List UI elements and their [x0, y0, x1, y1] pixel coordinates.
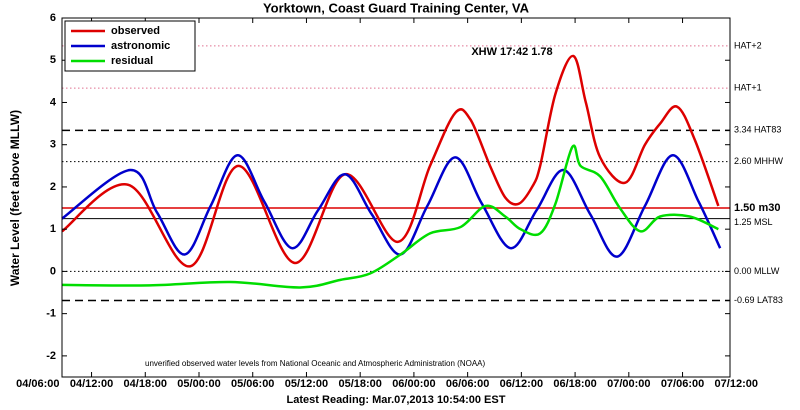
legend-label: residual: [111, 55, 153, 67]
reference-label: 2.60 MHHW: [734, 156, 784, 166]
y-tick-label: -1: [46, 308, 56, 320]
chart-title: Yorktown, Coast Guard Training Center, V…: [263, 0, 530, 15]
x-tick-label: 04/12:00: [70, 378, 113, 390]
y-tick-label: 4: [50, 96, 57, 108]
y-tick-label: 1: [50, 223, 56, 235]
y-tick-label: 0: [50, 265, 56, 277]
reference-label: 0.00 MLLW: [734, 266, 780, 276]
reference-label: HAT+1: [734, 82, 762, 92]
annotation: XHW 17:42 1.78: [471, 46, 552, 58]
legend-label: astronomic: [111, 40, 170, 52]
reference-label: 3.34 HAT83: [734, 125, 781, 135]
x-tick-label: 06/18:00: [553, 378, 596, 390]
y-tick-label: -2: [46, 350, 56, 362]
x-tick-label: 05/18:00: [338, 378, 381, 390]
legend-label: observed: [111, 25, 160, 37]
y-tick-label: 6: [50, 12, 56, 24]
footnote: unverified observed water levels from Na…: [145, 359, 485, 368]
y-tick-label: 5: [50, 54, 56, 66]
x-tick-label: 07/00:00: [607, 378, 650, 390]
reference-label: 1.50 m30: [734, 202, 780, 214]
reference-label: HAT+2: [734, 40, 762, 50]
series-line: [61, 54, 720, 268]
series-line: [61, 144, 719, 289]
x-tick-label: 05/12:00: [285, 378, 328, 390]
x-tick-label: 05/00:00: [177, 378, 220, 390]
x-axis-label: Latest Reading: Mar.07,2013 10:54:00 EST: [287, 394, 506, 406]
x-tick-label: 04/18:00: [124, 378, 167, 390]
x-tick-label: 07/12:00: [715, 378, 758, 390]
y-axis-label: Water Level (feet above MLLW): [8, 110, 22, 286]
plot-frame: [61, 17, 731, 378]
y-tick-label: 2: [50, 181, 56, 193]
x-tick-label: 07/06:00: [661, 378, 704, 390]
x-tick-label: 04/06:00: [16, 378, 59, 390]
series-line: [61, 154, 722, 258]
x-tick-label: 06/00:00: [392, 378, 435, 390]
x-tick-label: 05/06:00: [231, 378, 274, 390]
x-tick-label: 06/06:00: [446, 378, 489, 390]
reference-label: -0.69 LAT83: [734, 295, 783, 305]
reference-label: 1.25 MSL: [734, 217, 773, 227]
x-tick-label: 06/12:00: [500, 378, 543, 390]
y-tick-label: 3: [50, 139, 56, 151]
